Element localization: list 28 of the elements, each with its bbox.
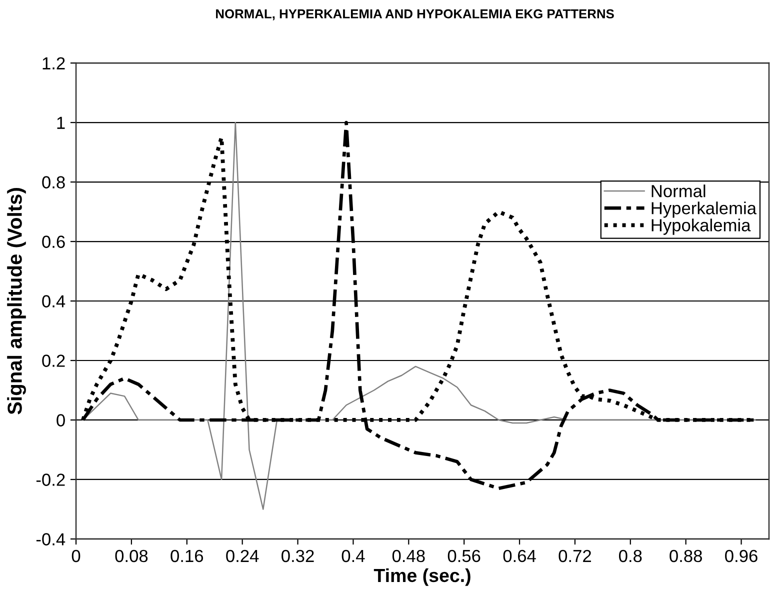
- chart-title: NORMAL, HYPERKALEMIA AND HYPOKALEMIA EKG PATTERNS: [216, 9, 614, 20]
- legend-label: Normal: [652, 184, 706, 198]
- y-tick-label: 0: [56, 414, 65, 426]
- x-tick-label: 0.32: [282, 550, 314, 562]
- y-tick-label: -0.2: [36, 474, 65, 486]
- y-tick-label: 1: [57, 116, 65, 129]
- x-tick-label: 0.88: [670, 550, 702, 562]
- x-axis-title: Time (sec.): [374, 568, 470, 586]
- x-tick-label: 0.72: [558, 550, 591, 562]
- x-tick-label: 0.8: [619, 550, 642, 562]
- x-tick-label: 0.08: [115, 550, 148, 562]
- y-axis-title: Signal amplitude (Volts): [7, 188, 26, 414]
- y-tick-label: 0.4: [42, 295, 66, 308]
- x-tick-label: 0.16: [170, 550, 204, 562]
- legend-label: Hyperkalemia: [652, 202, 757, 218]
- y-tick-label: -0.4: [36, 533, 66, 546]
- x-tick-label: 0.48: [392, 550, 425, 562]
- x-tick-label: 0.56: [448, 550, 480, 562]
- y-tick-label: 1.2: [42, 57, 65, 70]
- x-tick-label: 0.64: [503, 550, 536, 562]
- y-tick-label: 0.8: [42, 176, 65, 188]
- y-tick-label: 0.6: [42, 236, 65, 248]
- y-tick-label: 0.2: [42, 354, 65, 367]
- x-tick-label: 0.24: [226, 550, 259, 562]
- x-tick-label: 0.4: [342, 550, 365, 562]
- legend-label: Hypokalemia: [652, 218, 751, 235]
- x-tick-label: 0.96: [725, 550, 758, 562]
- x-tick-label: 0: [72, 550, 80, 562]
